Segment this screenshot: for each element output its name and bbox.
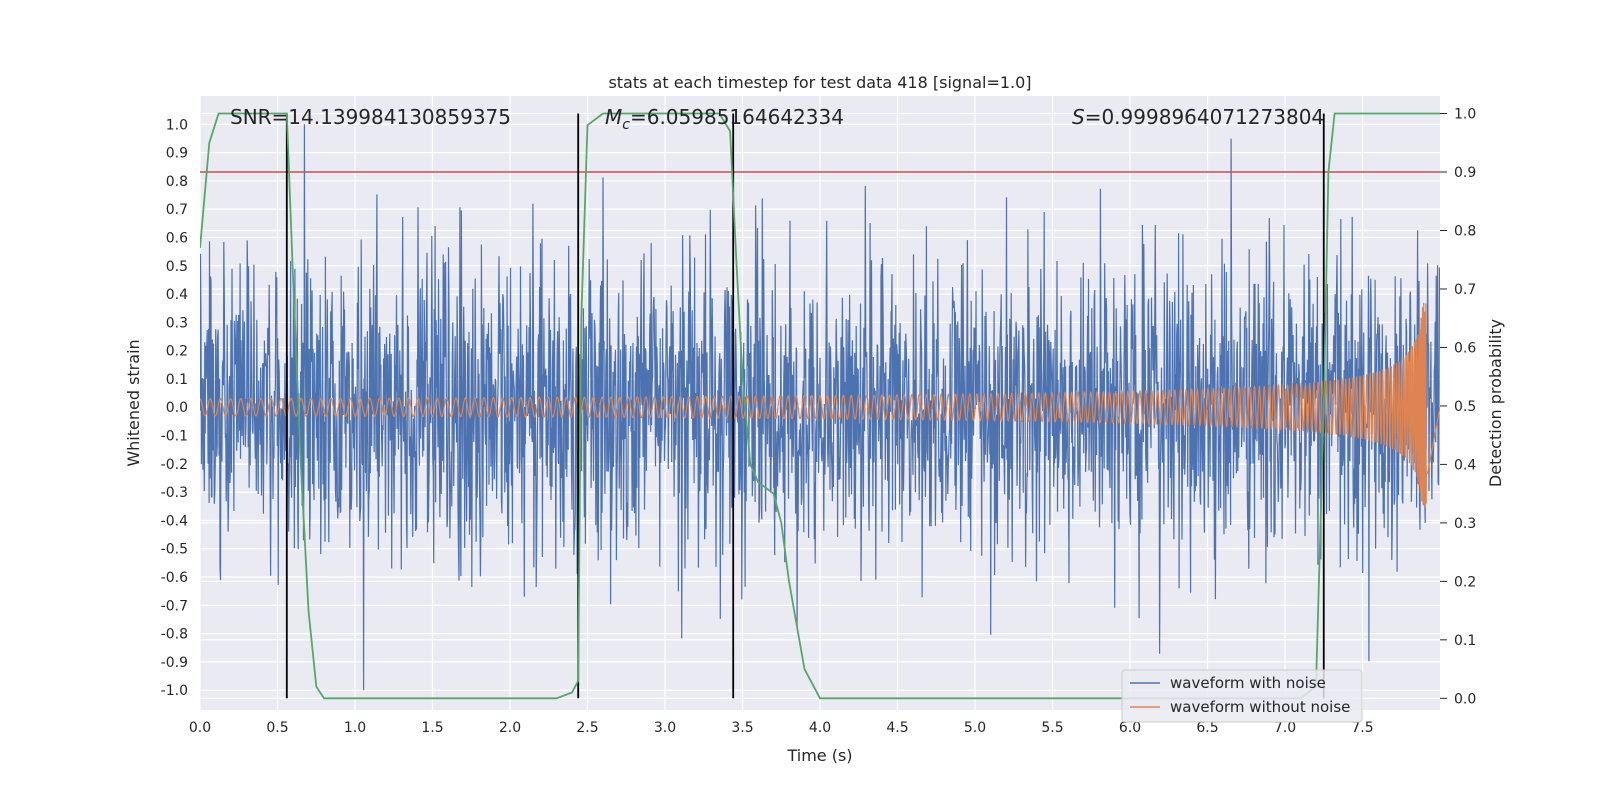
y-tick-label: -0.5	[161, 542, 188, 558]
x-ticks: 0.0 0.5 1.0 1.5 2.0 2.5 3.0 3.5 4.0 4.5 5.0 5.5 6.0 6…	[189, 720, 1374, 736]
legend-label-waveform-without-noise: waveform without noise	[1170, 698, 1350, 716]
y-right-tick-label: 0.2	[1454, 574, 1476, 590]
x-tick-label: 0.0	[189, 720, 211, 736]
series-waveform-without-noise	[200, 302, 1440, 508]
x-tick-label: 1.5	[421, 720, 443, 736]
y-right-tick-label: 0.3	[1454, 516, 1476, 532]
x-axis-label: Time (s)	[786, 746, 852, 765]
y-tick-label: 0.5	[166, 259, 188, 275]
y-tick-label: -0.6	[161, 570, 188, 586]
detection-score-value: =0.9998964071273804	[1085, 105, 1324, 129]
y-tick-label: 0.2	[166, 344, 188, 360]
y-right-tick-label: 0.9	[1454, 165, 1476, 181]
y-right-tick-label: 0.1	[1454, 633, 1476, 649]
chirp-mass-annotation: Mc=6.05985164642334	[605, 105, 844, 133]
y-right-axis-label: Detection probability	[1486, 319, 1505, 487]
snr-annotation: SNR=14.139984130859375	[230, 105, 511, 129]
x-tick-label: 2.0	[499, 720, 521, 736]
x-tick-label: 1.0	[344, 720, 366, 736]
y-tick-label: 1.0	[166, 117, 188, 133]
chirp-mass-subscript: c	[622, 117, 630, 133]
chirp-mass-value: =6.05985164642334	[630, 105, 844, 129]
y-right-tick-label: 0.7	[1454, 282, 1476, 298]
legend-label-waveform-with-noise: waveform with noise	[1170, 674, 1326, 692]
y-tick-label: 0.1	[166, 372, 188, 388]
y-tick-label: -0.2	[161, 457, 188, 473]
x-tick-label: 4.0	[809, 720, 831, 736]
series-waveform-with-noise	[200, 124, 1440, 691]
x-tick-label: 3.5	[731, 720, 753, 736]
y-right-tick-label: 1.0	[1454, 107, 1476, 123]
y-tick-label: -0.8	[161, 627, 188, 643]
y-right-tick-label: 0.4	[1454, 457, 1476, 473]
y-axis-label: Whitened strain	[124, 339, 143, 466]
y-right-tick-label: 0.8	[1454, 223, 1476, 239]
y-ticks: 1.0 0.9 0.8 0.7 0.6 0.5 0.4 0.3 0.2 0.1 0.0 -0.1 -0.…	[161, 117, 188, 699]
y-tick-label: -0.9	[161, 655, 188, 671]
y-tick-label: -0.1	[161, 429, 188, 445]
y-right-tick-label: 0.0	[1454, 691, 1476, 707]
y-right-ticks: 1.0 0.9 0.8 0.7 0.6 0.5 0.4 0.3 0.2 0.1 0.0	[1440, 107, 1476, 707]
x-tick-label: 5.0	[964, 720, 986, 736]
y-tick-label: -0.4	[161, 513, 188, 529]
x-tick-label: 7.5	[1351, 720, 1373, 736]
x-tick-label: 4.5	[886, 720, 908, 736]
y-tick-label: 0.9	[166, 146, 188, 162]
legend: waveform with noise waveform without noi…	[1121, 669, 1363, 723]
chart-title: stats at each timestep for test data 418…	[608, 73, 1031, 92]
y-right-tick-label: 0.5	[1454, 399, 1476, 415]
detection-score-annotation: S=0.9998964071273804	[1072, 105, 1324, 129]
x-tick-label: 0.5	[266, 720, 288, 736]
y-tick-label: 0.3	[166, 315, 188, 331]
x-tick-label: 6.0	[1119, 720, 1141, 736]
y-tick-label: 0.7	[166, 202, 188, 218]
y-tick-label: 0.4	[166, 287, 188, 303]
y-tick-label: 0.8	[166, 174, 188, 190]
detection-score-symbol: S	[1072, 105, 1085, 129]
y-tick-label: 0.0	[166, 400, 188, 416]
y-tick-label: -1.0	[161, 683, 188, 699]
y-tick-label: -0.7	[161, 598, 188, 614]
x-tick-label: 3.0	[654, 720, 676, 736]
y-right-tick-label: 0.6	[1454, 340, 1476, 356]
y-tick-label: 0.6	[166, 230, 188, 246]
chirp-mass-symbol: M	[605, 105, 622, 129]
x-tick-label: 7.0	[1274, 720, 1296, 736]
x-tick-label: 2.5	[576, 720, 598, 736]
x-tick-label: 6.5	[1196, 720, 1218, 736]
x-tick-label: 5.5	[1041, 720, 1063, 736]
legend-box	[1121, 669, 1363, 723]
y-tick-label: -0.3	[161, 485, 188, 501]
